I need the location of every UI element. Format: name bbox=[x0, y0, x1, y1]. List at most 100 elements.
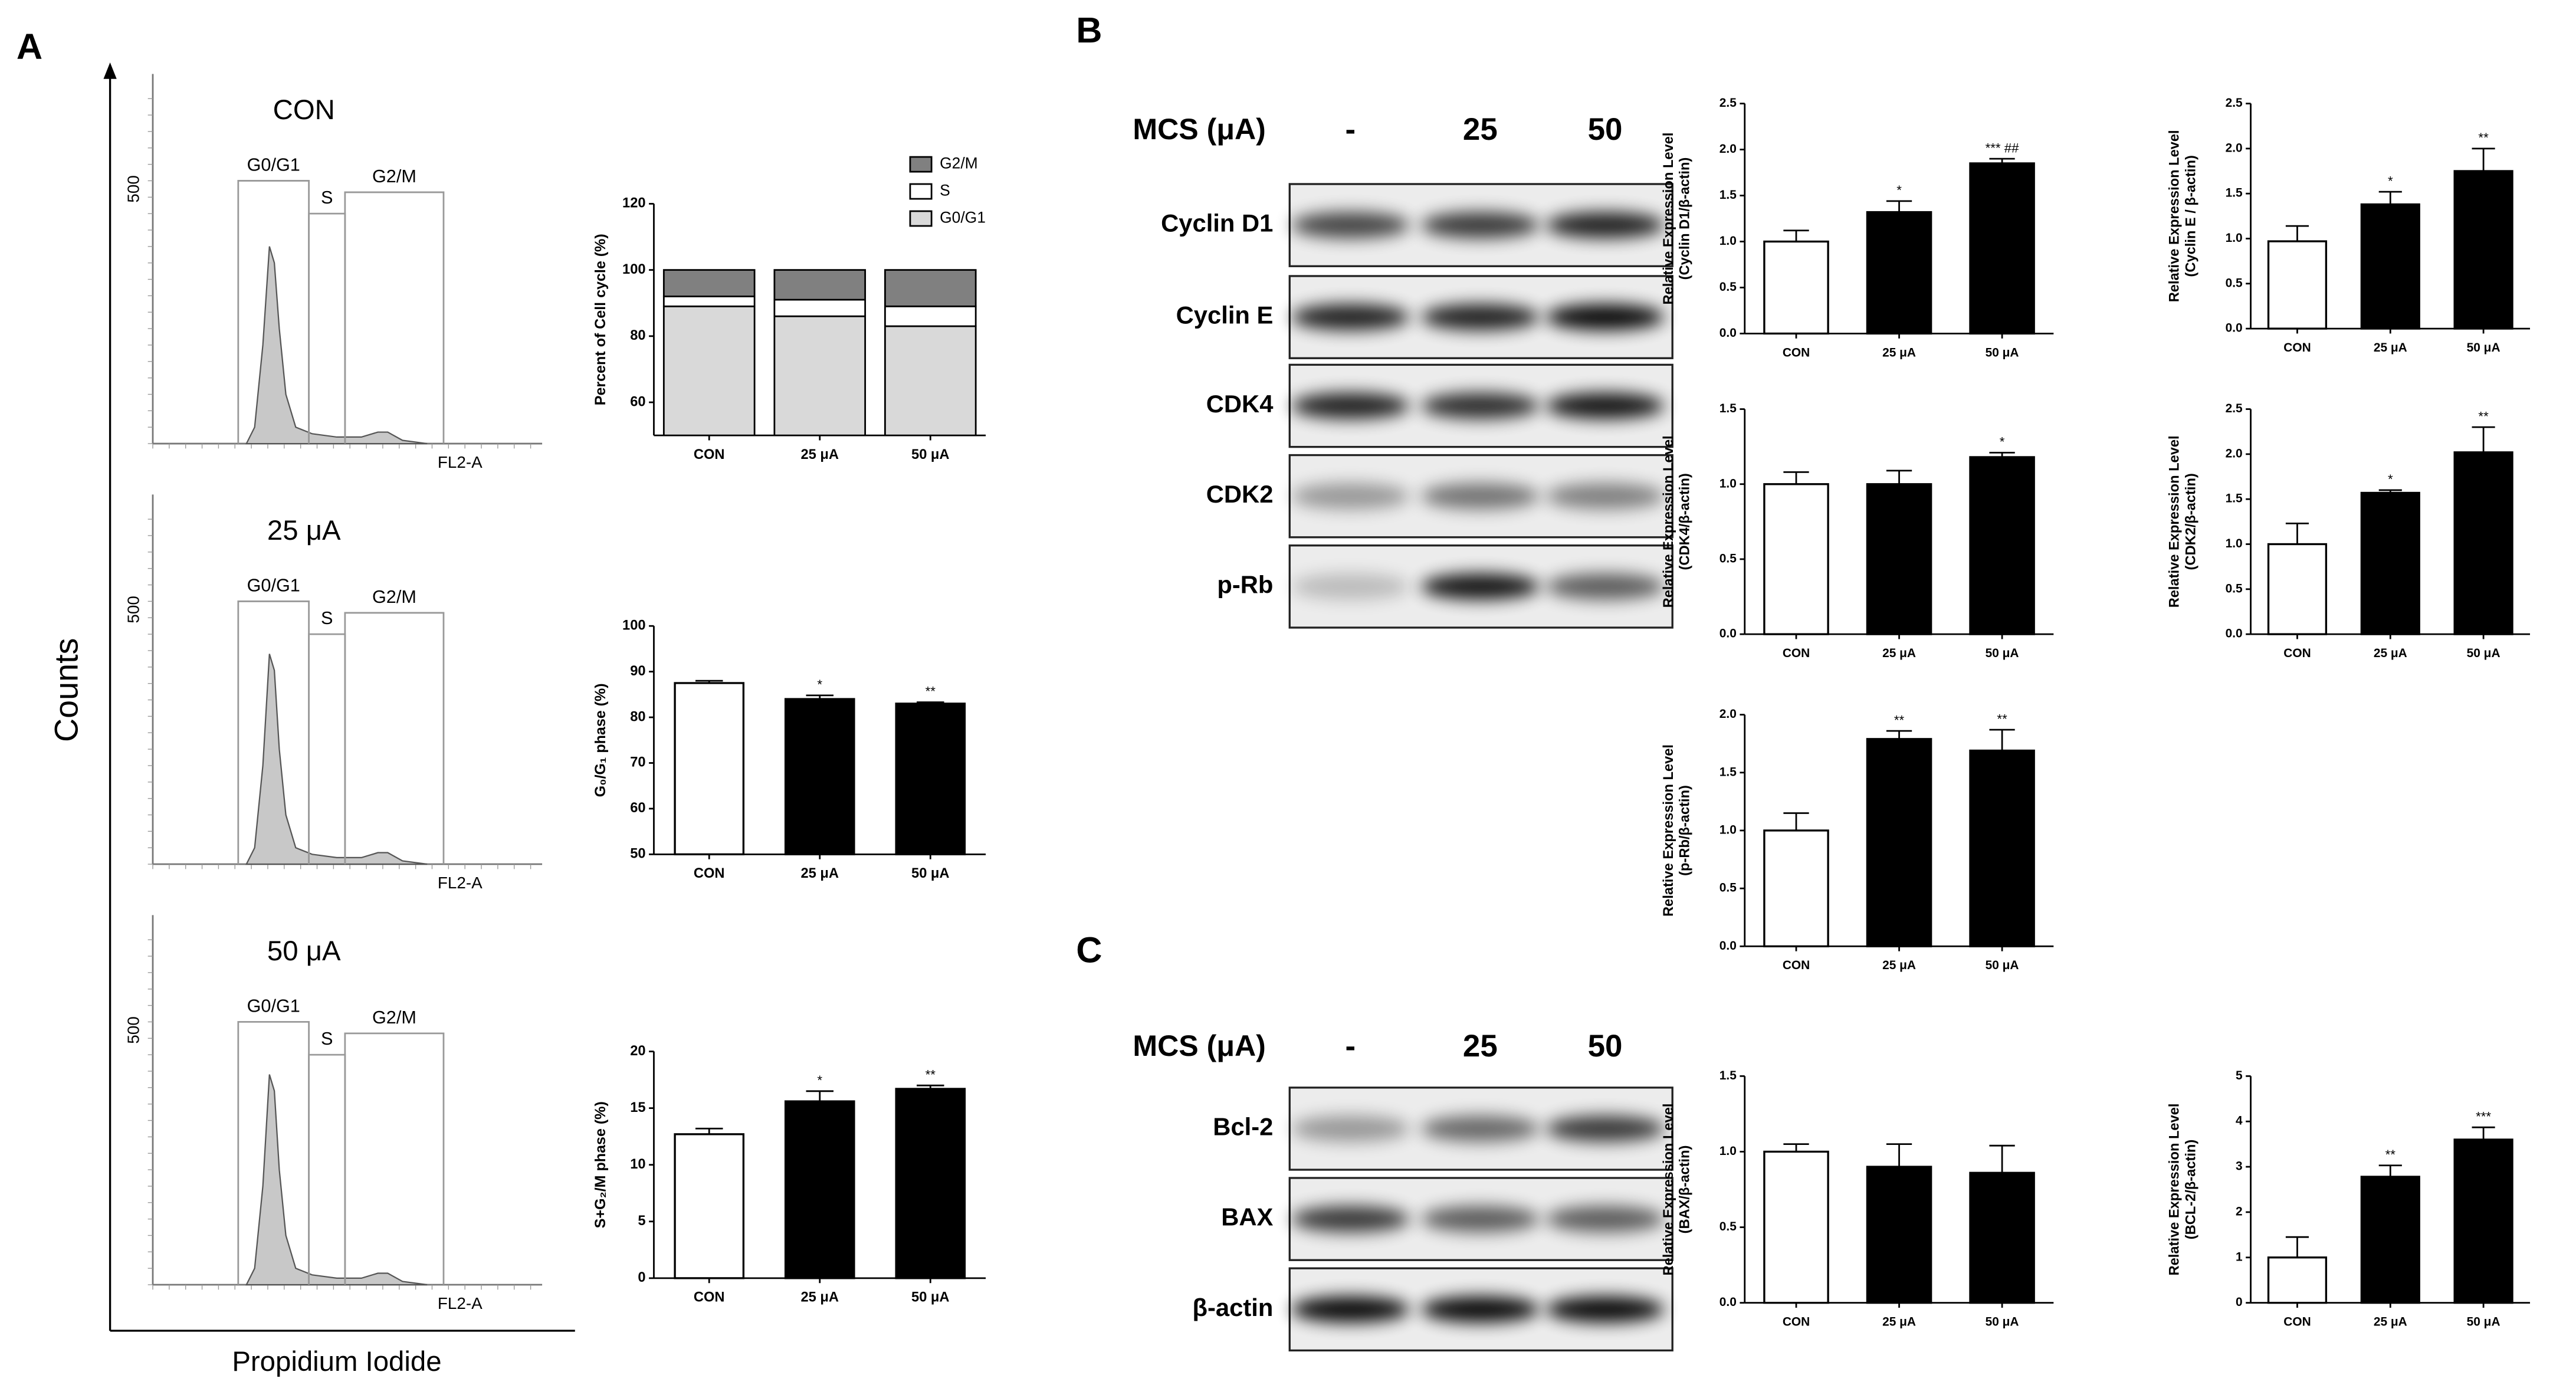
y-tick-label: 0.5 bbox=[1719, 1220, 1737, 1233]
bar bbox=[2453, 451, 2513, 635]
panel-label: A bbox=[17, 27, 42, 67]
bar-segment bbox=[884, 269, 977, 307]
bar bbox=[784, 698, 855, 856]
y-tick-label: 1.0 bbox=[1719, 234, 1737, 248]
significance-label: ** bbox=[926, 1067, 936, 1082]
bar-segment bbox=[884, 325, 977, 436]
y-tick-label: 1.5 bbox=[1719, 1069, 1737, 1082]
x-tick-label: 50 μA bbox=[1986, 1315, 2019, 1329]
lane-label: - bbox=[1346, 112, 1356, 147]
y-tick-label: 2.0 bbox=[1719, 707, 1737, 721]
y-axis-label: Relative Expression Level bbox=[2167, 1104, 2183, 1276]
blot-row-label: Cyclin E bbox=[1176, 301, 1274, 329]
gate-label: G0/G1 bbox=[247, 155, 300, 175]
bar bbox=[674, 682, 745, 856]
y-tick-label: 10 bbox=[630, 1157, 645, 1172]
x-tick-label: 50 μA bbox=[2467, 1315, 2500, 1329]
y-tick-label: 5 bbox=[638, 1213, 645, 1229]
legend-label: G2/M bbox=[940, 155, 978, 172]
y-axis-label: (CDK2/β-actin) bbox=[2184, 473, 2199, 570]
blot-band bbox=[1545, 573, 1665, 600]
y-tick-label: 2.0 bbox=[2226, 141, 2243, 155]
y-tick-label: 80 bbox=[630, 709, 645, 724]
legend-swatch bbox=[909, 210, 933, 227]
y-tick-label: 50 bbox=[630, 846, 645, 862]
counts-label: Counts bbox=[48, 638, 85, 742]
significance-label: ** bbox=[1894, 713, 1905, 727]
blot-band bbox=[1545, 483, 1665, 510]
gate-label: S bbox=[321, 188, 333, 208]
y-axis-label: G₀/G₁ phase (%) bbox=[592, 683, 609, 797]
x-tick-label: 25 μA bbox=[1882, 346, 1916, 359]
bar bbox=[1969, 1171, 2035, 1304]
blot-row-label: Bcl-2 bbox=[1213, 1112, 1273, 1140]
gate-label: G2/M bbox=[372, 587, 416, 607]
significance-label: * bbox=[2388, 472, 2393, 487]
lane-label: 25 bbox=[1463, 1029, 1498, 1064]
legend-swatch bbox=[909, 183, 933, 200]
blot-band bbox=[1291, 573, 1410, 600]
y-tick-label: 2.0 bbox=[2226, 447, 2243, 460]
significance-label: * bbox=[2388, 173, 2393, 188]
x-tick-label: 50 μA bbox=[911, 1290, 949, 1305]
significance-label: ** bbox=[926, 684, 936, 699]
y-tick-label: 1.5 bbox=[2226, 492, 2243, 506]
histogram-x-label: FL2-A bbox=[438, 453, 483, 471]
lane-label: 25 bbox=[1463, 112, 1498, 147]
bar bbox=[2267, 1256, 2328, 1304]
x-tick-label: CON bbox=[1783, 1315, 1810, 1329]
blot-band bbox=[1545, 1206, 1665, 1232]
bar bbox=[2360, 491, 2420, 635]
blot-band bbox=[1291, 392, 1410, 419]
legend-label: G0/G1 bbox=[940, 208, 986, 226]
y-tick-label: 1.0 bbox=[2226, 231, 2243, 245]
blot-band bbox=[1291, 304, 1410, 330]
y-axis-label: (BCL-2/β-actin) bbox=[2184, 1140, 2199, 1240]
axis-arrow bbox=[103, 62, 117, 79]
blot-band bbox=[1291, 212, 1410, 238]
y-axis-label: (CDK4/β-actin) bbox=[1678, 473, 1693, 570]
significance-label: *** ## bbox=[1986, 140, 2020, 155]
blot-band bbox=[1421, 1115, 1540, 1142]
blot-band bbox=[1421, 304, 1540, 330]
y-tick-label: 0 bbox=[2236, 1295, 2243, 1309]
y-tick-label: 80 bbox=[630, 328, 645, 343]
blot-band bbox=[1291, 1115, 1410, 1142]
y-axis-label: (p-Rb/β-actin) bbox=[1678, 785, 1693, 876]
x-tick-label: 50 μA bbox=[2467, 341, 2500, 355]
histogram-curve bbox=[245, 1074, 428, 1286]
y-tick-label: 3 bbox=[2236, 1160, 2243, 1173]
histogram-title: CON bbox=[273, 94, 335, 126]
blot-band bbox=[1291, 483, 1410, 510]
y-tick-label: 100 bbox=[622, 262, 645, 277]
y-tick-label: 0.5 bbox=[2226, 276, 2243, 290]
bar bbox=[2453, 1138, 2513, 1304]
x-tick-label: 25 μA bbox=[2374, 646, 2407, 660]
gate-label: G2/M bbox=[372, 166, 416, 186]
legend-swatch bbox=[909, 156, 933, 173]
y-tick-label: 60 bbox=[630, 800, 645, 816]
y-tick-label: 4 bbox=[2236, 1114, 2243, 1128]
blot-row-label: CDK2 bbox=[1206, 480, 1274, 508]
blot-band bbox=[1545, 392, 1665, 419]
bar bbox=[895, 703, 966, 856]
x-tick-label: CON bbox=[2283, 341, 2311, 355]
y-tick-label: 1.0 bbox=[1719, 823, 1737, 836]
y-axis-label: Relative Expression Level bbox=[2167, 435, 2183, 608]
bar bbox=[2453, 170, 2513, 330]
histogram-y-tick: 500 bbox=[124, 175, 143, 202]
x-tick-label: CON bbox=[1783, 346, 1810, 359]
bar bbox=[1866, 211, 1932, 335]
y-axis-label: Relative Expression Level bbox=[1661, 744, 1676, 917]
panel-label: B bbox=[1076, 10, 1102, 50]
y-tick-label: 1.5 bbox=[2226, 186, 2243, 200]
y-tick-label: 1.5 bbox=[1719, 402, 1737, 415]
y-axis-label: Relative Expression Level bbox=[2167, 130, 2183, 302]
y-tick-label: 0 bbox=[638, 1270, 645, 1285]
bar bbox=[895, 1088, 966, 1279]
histogram-x-label: FL2-A bbox=[438, 874, 483, 892]
y-tick-label: 15 bbox=[630, 1100, 645, 1115]
y-axis-label: Percent of Cell cycle (%) bbox=[592, 234, 609, 405]
bar bbox=[2360, 1176, 2420, 1304]
bar bbox=[1763, 483, 1829, 635]
